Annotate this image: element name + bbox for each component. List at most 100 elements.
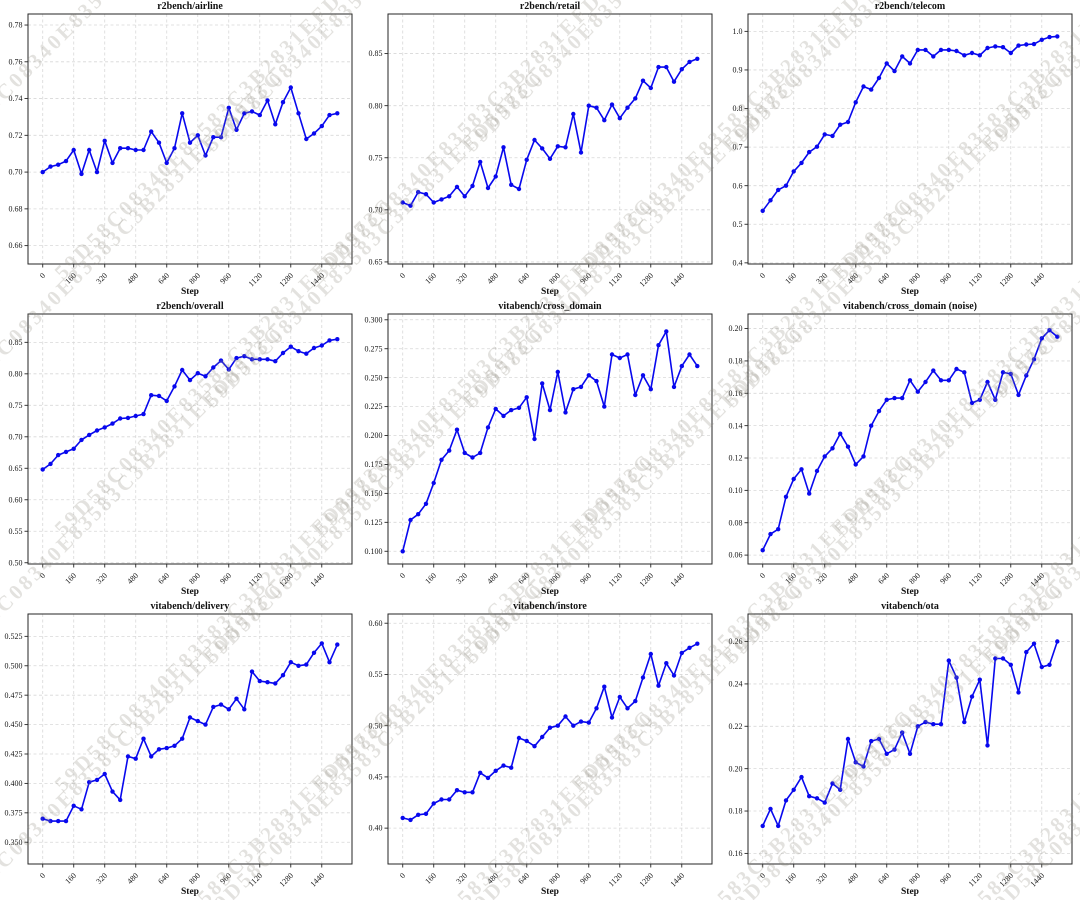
- svg-text:960: 960: [578, 571, 593, 586]
- chart-r2bench-telecom: r2bench/telecom 0.4 0.5 0.6 0.7 0.8 0.9 1.0 0 16…: [720, 0, 1080, 300]
- chart-vitabench-cross-domain-noise: vitabench/cross_domain (noise) 0.06 0.08 0…: [720, 300, 1080, 600]
- svg-text:800: 800: [187, 271, 202, 286]
- svg-text:640: 640: [156, 571, 171, 586]
- chart-r2bench-overall: r2bench/overall 0.50 0.55 0.60 0.65 0.70 0.75…: [0, 300, 360, 600]
- svg-text:0.5: 0.5: [733, 220, 743, 229]
- svg-text:640: 640: [876, 271, 891, 286]
- svg-text:960: 960: [938, 271, 953, 286]
- svg-text:160: 160: [63, 571, 78, 586]
- x-axis-label: Step: [181, 887, 199, 897]
- svg-text:0: 0: [398, 571, 407, 580]
- svg-text:480: 480: [845, 571, 860, 586]
- svg-text:1.0: 1.0: [733, 27, 743, 36]
- svg-text:480: 480: [485, 871, 500, 886]
- svg-text:0.85: 0.85: [369, 49, 383, 58]
- svg-text:160: 160: [423, 871, 438, 886]
- svg-text:320: 320: [814, 571, 829, 586]
- svg-text:0.7: 0.7: [733, 143, 743, 152]
- svg-text:1120: 1120: [967, 571, 984, 588]
- svg-text:0.22: 0.22: [729, 722, 743, 731]
- svg-text:0.50: 0.50: [9, 558, 23, 567]
- svg-text:320: 320: [94, 871, 109, 886]
- svg-text:0.70: 0.70: [9, 432, 23, 441]
- svg-text:0.24: 0.24: [729, 680, 743, 689]
- svg-text:320: 320: [814, 871, 829, 886]
- svg-text:0.40: 0.40: [369, 824, 383, 833]
- x-axis-label: Step: [901, 287, 919, 297]
- svg-text:160: 160: [423, 271, 438, 286]
- svg-text:0.500: 0.500: [5, 661, 23, 670]
- svg-text:480: 480: [485, 271, 500, 286]
- svg-text:960: 960: [218, 571, 233, 586]
- svg-text:0: 0: [398, 271, 407, 280]
- svg-text:0.250: 0.250: [365, 373, 383, 382]
- svg-text:640: 640: [876, 871, 891, 886]
- svg-text:1120: 1120: [967, 871, 984, 888]
- svg-text:0: 0: [38, 271, 47, 280]
- svg-text:960: 960: [578, 871, 593, 886]
- svg-text:0.8: 0.8: [733, 104, 743, 113]
- chart-plot: 0.66 0.68 0.70 0.72 0.74 0.76 0.78 0 160 320 480 64…: [9, 13, 353, 289]
- svg-text:0.425: 0.425: [5, 750, 23, 759]
- svg-text:0.78: 0.78: [9, 21, 23, 30]
- svg-text:1120: 1120: [607, 571, 624, 588]
- svg-text:0.55: 0.55: [369, 670, 383, 679]
- svg-text:0.45: 0.45: [369, 773, 383, 782]
- chart-plot: 0.50 0.55 0.60 0.65 0.70 0.75 0.80 0.85 0 160 320 4…: [9, 313, 353, 589]
- svg-text:160: 160: [783, 871, 798, 886]
- svg-text:0.76: 0.76: [9, 57, 23, 66]
- svg-text:480: 480: [125, 271, 140, 286]
- svg-text:0: 0: [758, 571, 767, 580]
- svg-text:1120: 1120: [247, 271, 264, 288]
- svg-text:960: 960: [938, 571, 953, 586]
- svg-text:1120: 1120: [607, 871, 624, 888]
- svg-text:640: 640: [156, 271, 171, 286]
- chart-title: vitabench/cross_domain (noise): [843, 301, 977, 312]
- svg-text:0.475: 0.475: [5, 691, 23, 700]
- svg-text:0.80: 0.80: [369, 101, 383, 110]
- svg-text:160: 160: [783, 571, 798, 586]
- x-axis-label: Step: [181, 587, 199, 597]
- svg-text:0.72: 0.72: [9, 131, 23, 140]
- svg-text:0.66: 0.66: [9, 241, 23, 250]
- svg-text:1120: 1120: [607, 271, 624, 288]
- svg-text:320: 320: [454, 571, 469, 586]
- svg-text:640: 640: [516, 271, 531, 286]
- svg-text:960: 960: [218, 871, 233, 886]
- svg-text:0.225: 0.225: [365, 402, 383, 411]
- chart-plot: 0.65 0.70 0.75 0.80 0.85 0 160 320 480 640 800 960 1…: [369, 13, 713, 289]
- chart-vitabench-delivery: vitabench/delivery 0.350 0.375 0.400 0.425 0…: [0, 600, 360, 900]
- svg-text:320: 320: [94, 571, 109, 586]
- x-axis-label: Step: [541, 887, 559, 897]
- svg-text:0.4: 0.4: [733, 258, 743, 267]
- svg-text:0: 0: [38, 571, 47, 580]
- svg-text:0: 0: [758, 871, 767, 880]
- svg-text:0.50: 0.50: [369, 721, 383, 730]
- chart-title: vitabench/ota: [881, 601, 939, 612]
- x-axis-label: Step: [901, 887, 919, 897]
- svg-text:0.20: 0.20: [729, 324, 743, 333]
- svg-text:640: 640: [516, 871, 531, 886]
- svg-text:0.375: 0.375: [5, 808, 23, 817]
- svg-text:0.60: 0.60: [9, 495, 23, 504]
- svg-text:480: 480: [845, 271, 860, 286]
- svg-text:0: 0: [38, 871, 47, 880]
- svg-text:480: 480: [485, 571, 500, 586]
- svg-text:0.125: 0.125: [365, 518, 383, 527]
- svg-text:1120: 1120: [247, 871, 264, 888]
- svg-text:800: 800: [907, 271, 922, 286]
- svg-text:960: 960: [578, 271, 593, 286]
- svg-text:0.14: 0.14: [729, 421, 743, 430]
- svg-text:0.20: 0.20: [729, 764, 743, 773]
- svg-text:0.6: 0.6: [733, 181, 743, 190]
- svg-text:480: 480: [125, 871, 140, 886]
- svg-text:0.300: 0.300: [365, 315, 383, 324]
- svg-text:0.80: 0.80: [9, 369, 23, 378]
- svg-text:0.06: 0.06: [729, 551, 743, 560]
- svg-text:800: 800: [187, 571, 202, 586]
- svg-text:480: 480: [125, 571, 140, 586]
- x-axis-label: Step: [541, 587, 559, 597]
- svg-text:800: 800: [547, 571, 562, 586]
- svg-text:640: 640: [156, 871, 171, 886]
